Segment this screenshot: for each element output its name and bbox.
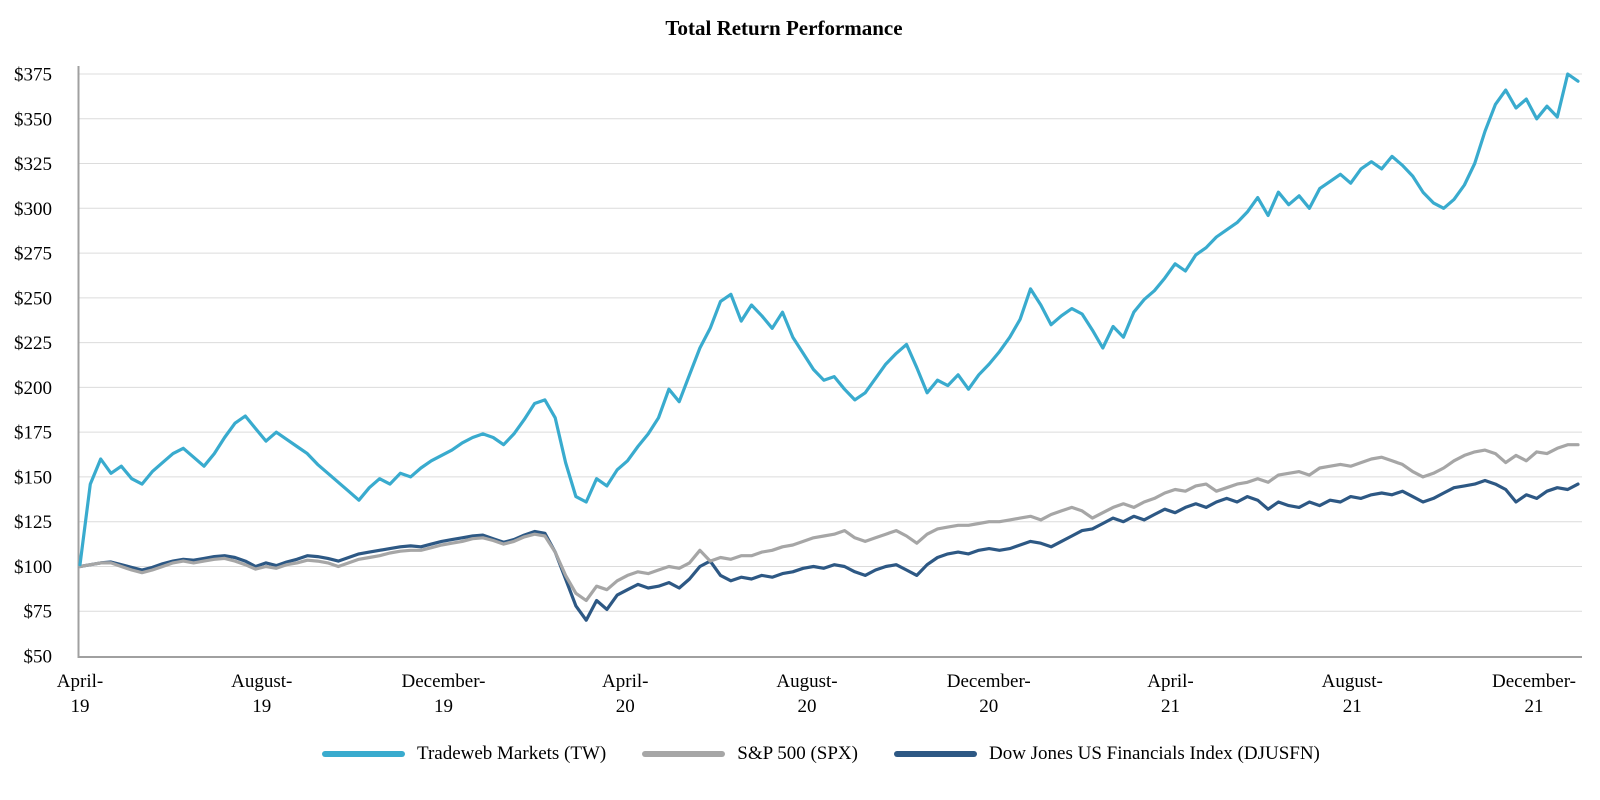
sp500-line-swatch-icon [642,751,726,757]
x-tick-label-year: 19 [252,696,271,717]
x-tick-label-year: 19 [71,696,90,717]
legend-label-sp500: S&P 500 (SPX) [737,743,858,764]
x-tick-label-month: August- [231,671,292,692]
y-tick-label: $350 [14,109,52,130]
tradeweb-line-swatch-icon [322,751,405,757]
y-tick-label: $150 [14,467,52,488]
x-tick-label-month: April- [57,671,103,692]
y-tick-label: $300 [14,199,52,220]
x-tick-label-month: April- [602,671,648,692]
y-tick-label: $375 [14,65,52,86]
y-tick-label: $250 [14,288,52,309]
legend-label-djusfn: Dow Jones US Financials Index (DJUSFN) [988,743,1320,764]
y-tick-label: $175 [14,423,52,444]
x-tick-label-month: August- [776,671,837,692]
legend-label-tradeweb: Tradeweb Markets (TW) [417,743,607,764]
y-tick-label: $75 [24,602,53,623]
chart-title: Total Return Performance [665,16,903,40]
djusfn-line-swatch-icon [893,751,977,757]
x-tick-label-month: December- [1492,671,1576,692]
y-tick-label: $275 [14,244,52,265]
x-tick-label-year: 20 [616,696,635,717]
y-tick-label: $325 [14,154,52,175]
y-tick-label: $100 [14,557,52,578]
x-tick-label-year: 19 [434,696,453,717]
x-tick-label-month: April- [1147,671,1193,692]
series-line-2 [78,478,1580,622]
x-tick-label-year: 21 [1343,696,1362,717]
series-line-0 [78,72,1580,567]
x-tick-label-year: 20 [979,696,998,717]
y-tick-label: $125 [14,512,52,533]
series-line-1 [78,443,1580,603]
x-tick-label-year: 20 [798,696,817,717]
x-tick-label-year: 21 [1525,696,1544,717]
y-tick-label: $50 [24,647,53,668]
x-tick-label-month: December- [947,671,1031,692]
legend-item-djusfn: Dow Jones US Financials Index (DJUSFN) [893,742,1320,766]
legend-item-sp500: S&P 500 (SPX) [642,742,858,766]
legend-item-tradeweb: Tradeweb Markets (TW) [322,742,606,766]
chart-legend: Tradeweb Markets (TW) S&P 500 (SPX) Dow … [322,742,1320,766]
x-tick-label-month: December- [401,671,485,692]
x-tick-label-year: 21 [1161,696,1180,717]
x-tick-label-month: August- [1322,671,1383,692]
y-tick-label: $225 [14,333,52,354]
y-tick-label: $200 [14,378,52,399]
